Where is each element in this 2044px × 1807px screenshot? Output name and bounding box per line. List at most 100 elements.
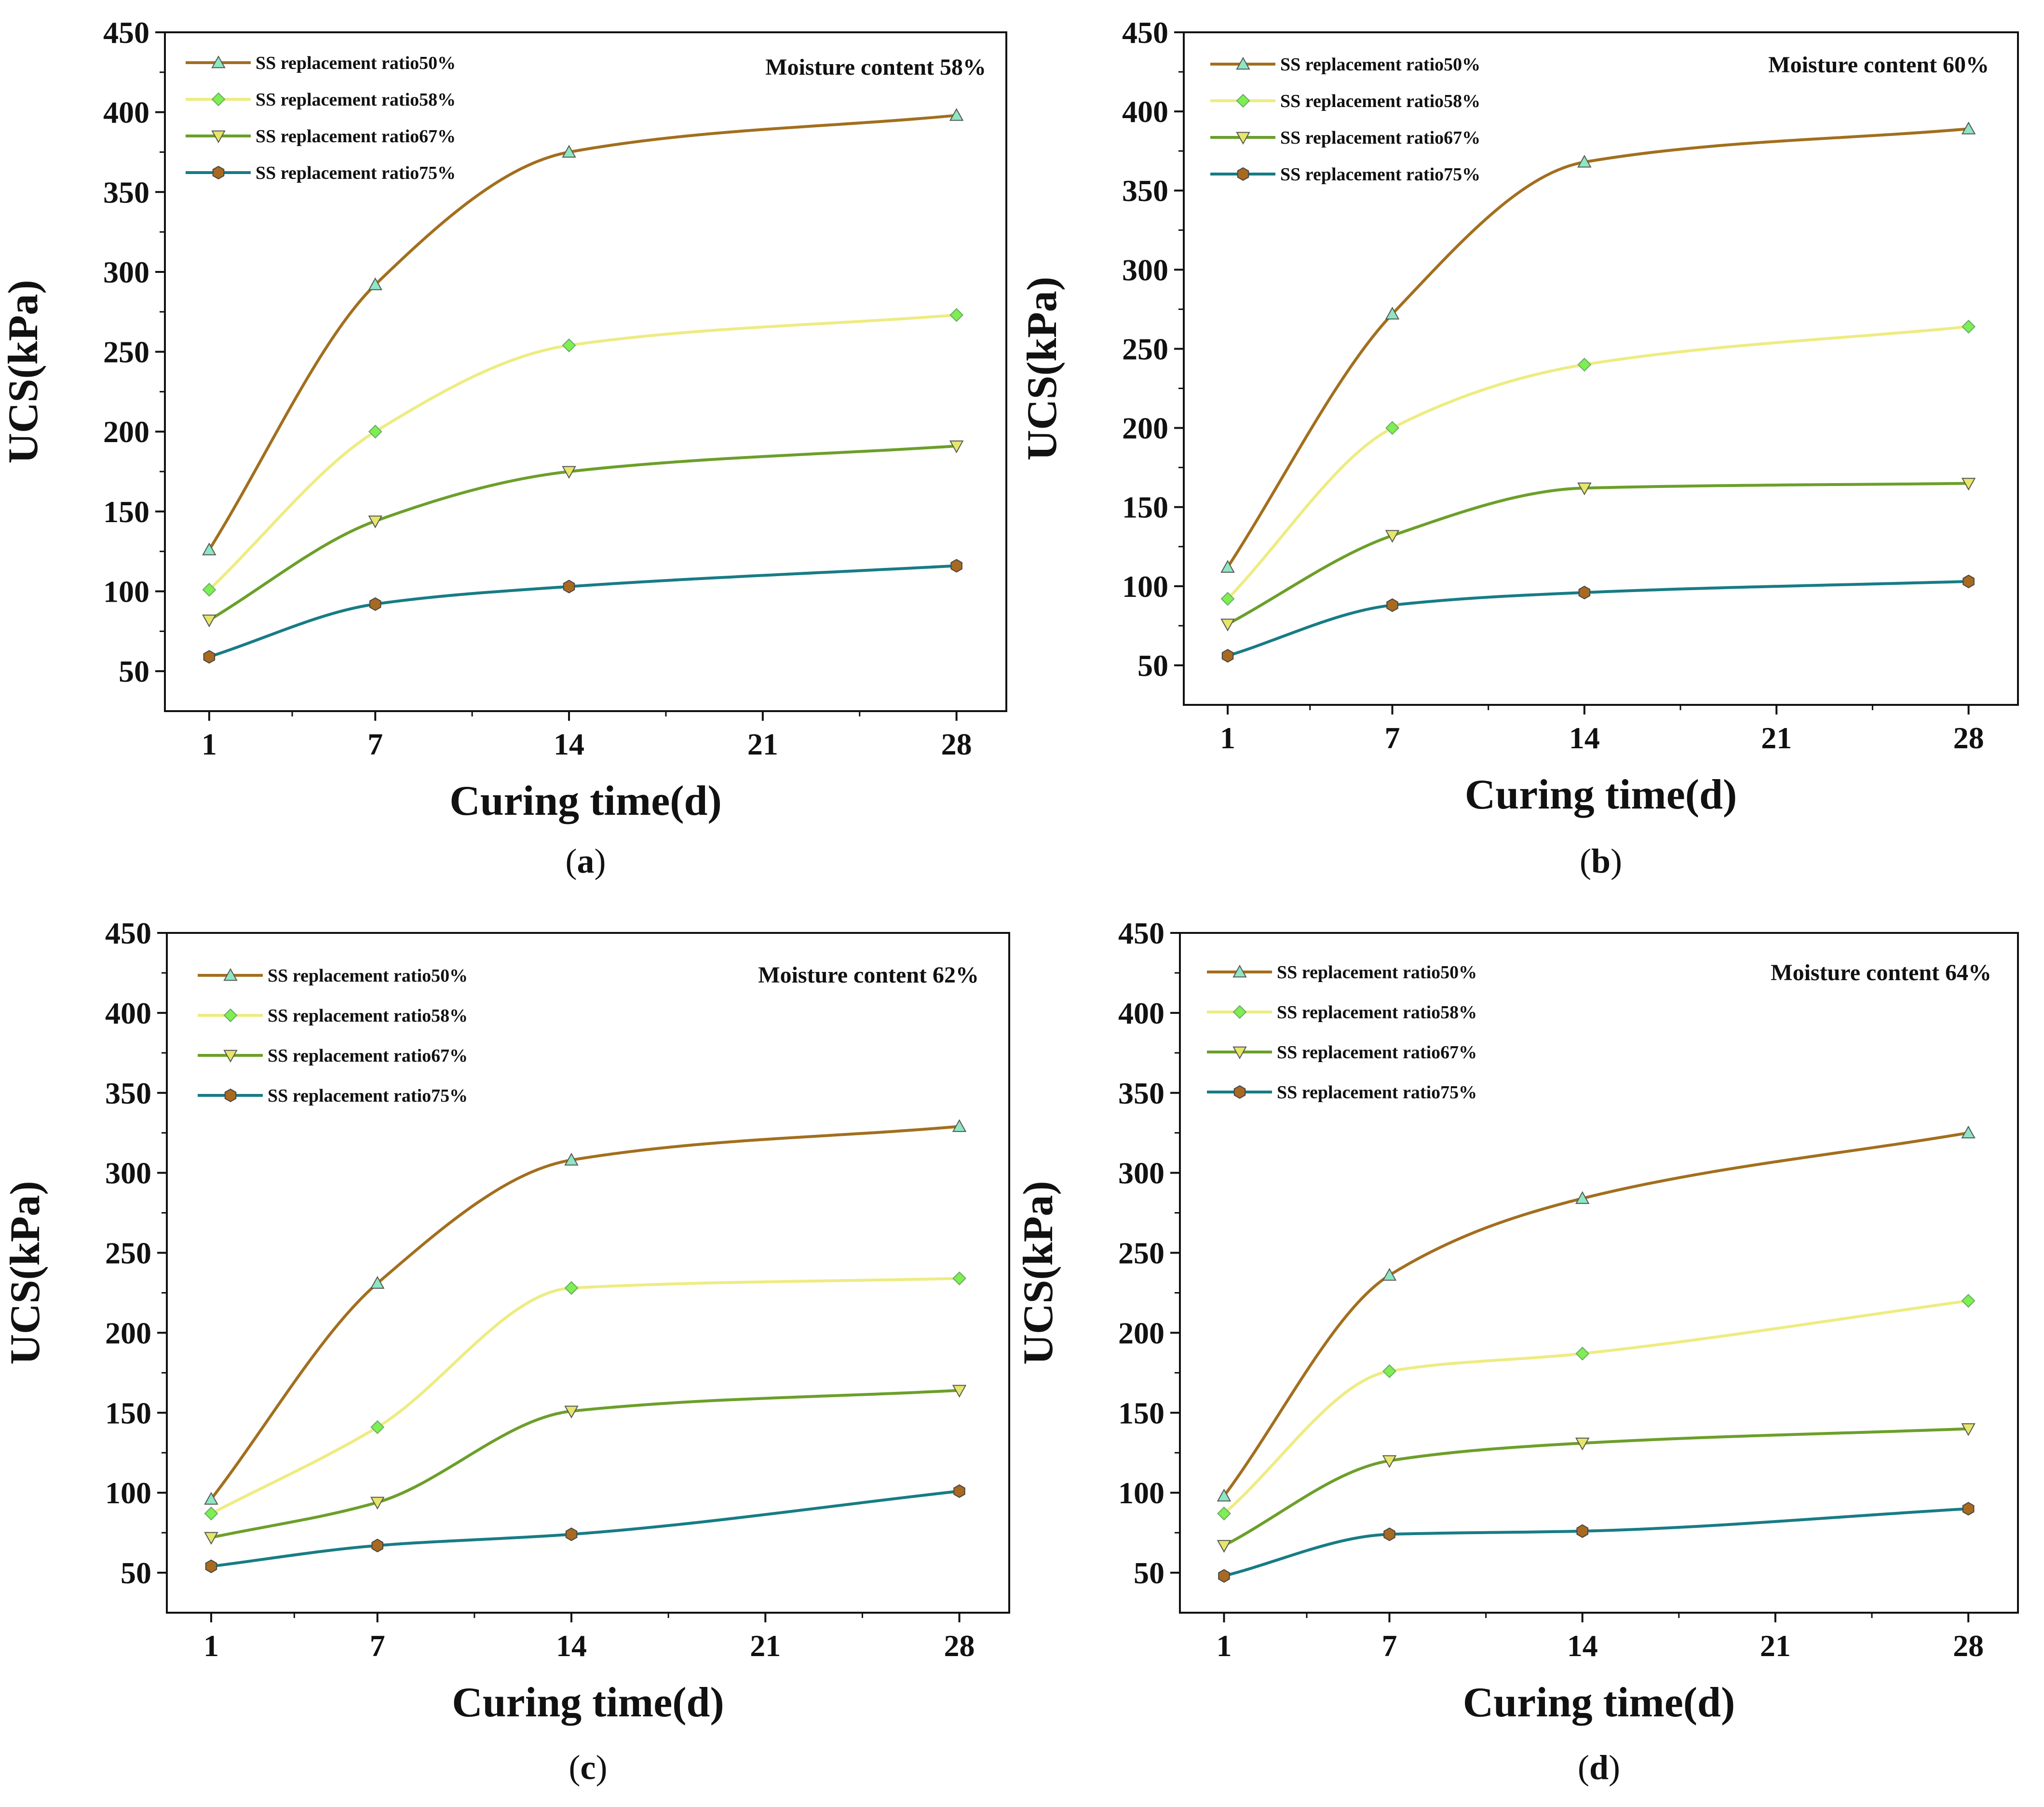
legend-label: SS replacement ratio58% [268,1006,468,1026]
data-point [1217,1506,1231,1521]
y-tick-label: 200 [1118,1316,1164,1350]
x-tick-label: 21 [1760,1629,1791,1663]
x-tick-label: 28 [944,1629,975,1663]
data-point [202,542,217,555]
y-tick-label: 150 [1118,1396,1164,1430]
caption-letter: d [1589,1748,1609,1787]
data-point [564,1405,579,1419]
caption-paren: ( [1578,1748,1589,1787]
x-tick-label: 1 [202,727,217,761]
data-point [369,597,381,611]
chart-panel-c: 50 100 150 200 250 300 350 400 450 1 7 14 21 28 Curing… [2,916,1010,1787]
data-point [1961,1294,1976,1308]
x-axis-title: Curing time(d) [449,778,722,824]
legend-label: SS replacement ratio67% [1280,128,1480,148]
legend-marker [1232,1046,1247,1060]
y-tick-label: 50 [1134,1556,1164,1590]
legend-item: SS replacement ratio58% [1207,1002,1477,1023]
moisture-annotation: Moisture content 64% [1771,960,1991,985]
caption-letter: a [577,842,595,880]
data-point [565,1527,578,1541]
series-line [208,313,957,591]
y-tick-label: 200 [1122,411,1168,445]
caption-paren: ( [1580,842,1591,880]
series-line [1226,127,1969,568]
x-axis-title: Curing time(d) [452,1679,724,1726]
legend-label: SS replacement ratio75% [268,1086,468,1106]
data-point [1382,1268,1397,1281]
y-tick-label: 400 [103,95,149,130]
series-ss-67 [1217,1423,1976,1553]
series-ss-75 [203,559,962,664]
series-ss-75 [1218,1502,1975,1583]
series-ss-58 [1217,1294,1976,1521]
legend-item: SS replacement ratio58% [1210,91,1480,111]
plot-frame [164,31,1007,712]
caption-paren: ) [596,1748,607,1787]
data-point [1217,1540,1232,1553]
series-line [1223,1427,1969,1547]
plot-frame [1179,932,2019,1614]
data-point [1963,574,1975,589]
legend-item: SS replacement ratio58% [198,1006,468,1026]
legend-marker [212,165,225,180]
legend-item: SS replacement ratio58% [186,90,456,110]
legend-marker [1236,132,1250,145]
x-tick-label: 21 [750,1629,781,1663]
x-tick-label: 14 [1569,721,1600,755]
moisture-annotation: Moisture content 60% [1768,52,1989,78]
data-point [368,424,382,439]
data-point [564,1281,579,1295]
x-tick-label: 7 [1385,721,1400,755]
data-point [1382,1455,1397,1468]
panel-caption: (b) [1580,842,1622,880]
series-line [210,1277,960,1515]
data-point [950,559,962,573]
x-tick-label: 21 [747,727,778,761]
y-axis-title: UCS(kPa) [0,280,47,463]
series-ss-50 [204,1119,967,1505]
legend-marker [223,1050,238,1063]
data-point [949,440,964,454]
series-line [210,1125,960,1500]
data-point [1575,1347,1590,1361]
series-ss-50 [1220,121,1976,573]
legend-label: SS replacement ratio50% [1277,962,1477,983]
data-point [953,1484,965,1498]
data-point [1961,1125,1976,1139]
y-tick-label: 250 [103,335,149,369]
data-point [1385,421,1399,435]
series-line [211,1389,960,1539]
data-point [1218,1569,1230,1583]
data-point [952,1119,967,1132]
x-tick-label: 7 [1382,1629,1397,1663]
legend-marker [1232,1005,1247,1019]
series-line [1227,580,1969,658]
x-tick-label: 14 [554,727,584,761]
caption-paren: ) [595,842,606,880]
legend-marker [224,1088,237,1103]
legend-label: SS replacement ratio67% [268,1046,468,1066]
y-axis-title: UCS(kPa) [1015,1181,1062,1364]
x-tick-label: 1 [203,1629,219,1663]
y-tick-label: 150 [103,495,149,529]
legend-item: SS replacement ratio50% [1210,54,1480,75]
y-tick-label: 450 [1122,15,1168,50]
data-point [204,1492,218,1505]
data-point [1576,1524,1588,1538]
legend-item: SS replacement ratio67% [1210,128,1480,148]
legend-item: SS replacement ratio75% [1210,164,1480,185]
x-tick-label: 28 [1953,1629,1984,1663]
x-axis-title: Curing time(d) [1465,771,1737,818]
data-point [204,1532,218,1545]
x-tick-label: 28 [1953,721,1984,755]
series-ss-67 [204,1385,967,1545]
data-point [1577,357,1592,372]
data-point [1383,1527,1395,1541]
data-point [562,466,576,479]
plot-frame [1183,31,2019,706]
panel-caption: (c) [569,1748,608,1787]
legend-marker [1237,167,1249,181]
series-ss-50 [202,108,964,555]
